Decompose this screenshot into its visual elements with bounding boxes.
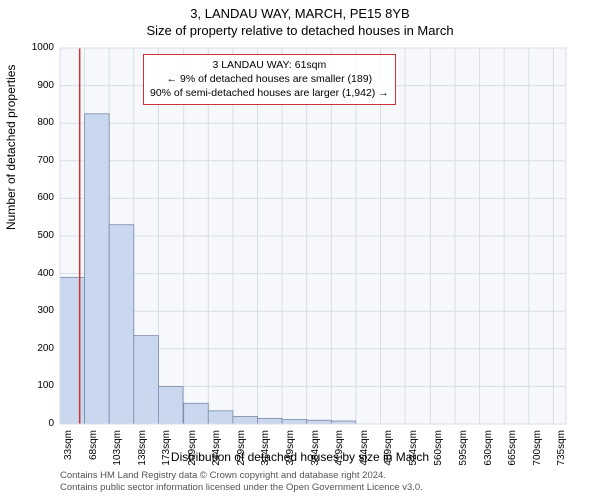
footer-line-1: Contains HM Land Registry data © Crown c… <box>60 470 580 482</box>
marker-legend: 3 LANDAU WAY: 61sqm ← 9% of detached hou… <box>143 54 396 105</box>
footer-line-2: Contains public sector information licen… <box>60 482 580 494</box>
attribution-footer: Contains HM Land Registry data © Crown c… <box>60 470 580 494</box>
y-tick-label: 400 <box>14 268 54 279</box>
chart-subtitle: Size of property relative to detached ho… <box>0 21 600 38</box>
y-tick-label: 1000 <box>14 42 54 53</box>
y-tick-label: 600 <box>14 192 54 203</box>
legend-line-3: 90% of semi-detached houses are larger (… <box>150 86 389 100</box>
y-tick-label: 900 <box>14 80 54 91</box>
x-axis-label: Distribution of detached houses by size … <box>0 450 600 464</box>
legend-line-1: 3 LANDAU WAY: 61sqm <box>150 58 389 72</box>
y-tick-label: 500 <box>14 230 54 241</box>
y-tick-label: 0 <box>14 418 54 429</box>
y-tick-label: 300 <box>14 305 54 316</box>
y-tick-label: 700 <box>14 155 54 166</box>
y-tick-label: 800 <box>14 117 54 128</box>
y-tick-label: 200 <box>14 343 54 354</box>
legend-line-2: ← 9% of detached houses are smaller (189… <box>150 72 389 86</box>
y-tick-label: 100 <box>14 380 54 391</box>
chart-title-address: 3, LANDAU WAY, MARCH, PE15 8YB <box>0 0 600 21</box>
chart-area: 3 LANDAU WAY: 61sqm ← 9% of detached hou… <box>58 46 568 426</box>
